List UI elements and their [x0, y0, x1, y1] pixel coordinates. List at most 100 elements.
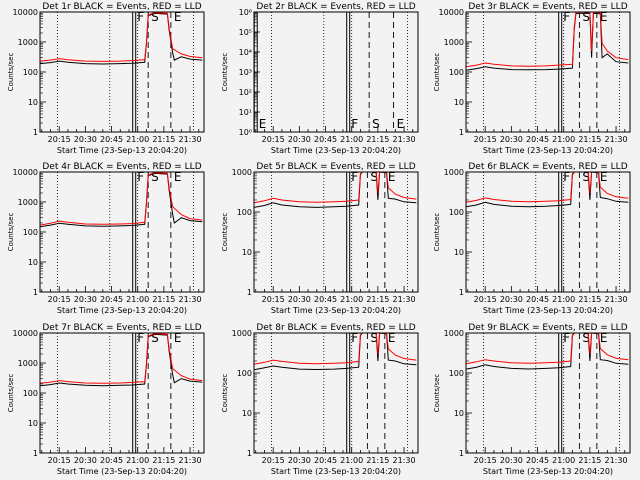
marker-label: F	[351, 331, 358, 345]
y-tick-label: 1000	[18, 38, 38, 47]
x-axis-label: Start Time (23-Sep-13 20:04:20)	[271, 146, 401, 155]
y-tick-label: 10	[454, 248, 464, 257]
y-tick-label: 10	[242, 248, 252, 257]
x-tick-label: 21:30	[605, 456, 628, 465]
x-tick-label: 21:30	[179, 456, 202, 465]
x-tick-label: 21:00	[552, 456, 575, 465]
y-axis-label: Counts/sec	[221, 213, 229, 252]
y-tick-label: 1000	[18, 198, 38, 207]
x-tick-label: 21:15	[366, 456, 389, 465]
x-axis-label: Start Time (23-Sep-13 20:04:20)	[57, 146, 187, 155]
x-tick-label: 21:00	[552, 135, 575, 144]
x-tick-label: 20:30	[500, 295, 523, 304]
y-tick-label: 10⁴	[239, 48, 252, 57]
y-tick-label: 100	[23, 228, 38, 237]
y-axis-label: Counts/sec	[433, 374, 441, 413]
x-tick-label: 21:30	[179, 135, 202, 144]
x-tick-label: 20:45	[100, 456, 123, 465]
y-axis-label: Counts/sec	[221, 53, 229, 92]
y-axis-label: Counts/sec	[7, 53, 15, 92]
x-tick-label: 21:00	[126, 295, 149, 304]
chart-panel-4: Det 4r BLACK = Events, RED = LLD Start Ti…	[7, 162, 205, 315]
x-tick-label: 21:15	[366, 295, 389, 304]
marker-label: S	[372, 117, 380, 131]
y-tick-label: 10000	[13, 8, 38, 17]
plot-frame	[39, 171, 205, 293]
x-axis-label: Start Time (23-Sep-13 20:04:20)	[483, 306, 613, 315]
x-tick-label: 21:30	[393, 456, 416, 465]
x-tick-label: 21:15	[366, 135, 389, 144]
x-tick-label: 20:30	[74, 135, 97, 144]
chart-panel-2: Det 2r BLACK = Events, RED = LLD Start Ti…	[221, 2, 419, 155]
y-tick-label: 100	[449, 369, 464, 378]
y-tick-label: 10¹	[239, 108, 252, 117]
x-tick-label: 20:30	[288, 135, 311, 144]
y-tick-label: 1	[33, 449, 38, 458]
x-tick-label: 21:15	[578, 135, 601, 144]
y-tick-label: 1	[459, 128, 464, 137]
marker-label: E	[388, 331, 396, 345]
x-axis-label: Start Time (23-Sep-13 20:04:20)	[271, 306, 401, 315]
x-axis-label: Start Time (23-Sep-13 20:04:20)	[57, 306, 187, 315]
marker-label: F	[563, 331, 570, 345]
x-tick-label: 20:45	[314, 295, 337, 304]
series-line-red	[465, 332, 629, 365]
y-axis-label: Counts/sec	[221, 374, 229, 413]
x-tick-label: 20:15	[48, 135, 71, 144]
y-tick-label: 10⁶	[239, 8, 252, 17]
x-tick-label: 20:45	[314, 135, 337, 144]
y-tick-label: 1000	[232, 329, 252, 338]
marker-label: E	[600, 331, 608, 345]
y-tick-label: 10⁵	[239, 28, 252, 37]
x-tick-label: 21:30	[393, 135, 416, 144]
y-tick-label: 10⁰	[239, 128, 252, 137]
marker-label: S	[370, 331, 378, 345]
x-tick-label: 20:45	[100, 295, 123, 304]
y-tick-label: 1000	[18, 359, 38, 368]
y-tick-label: 100	[237, 369, 252, 378]
x-tick-label: 21:15	[578, 456, 601, 465]
marker-label: E	[174, 331, 182, 345]
x-tick-label: 21:30	[393, 295, 416, 304]
chart-title: Det 8r BLACK = Events, RED = LLD	[256, 323, 415, 333]
chart-panel-1: Det 1r BLACK = Events, RED = LLD Start Ti…	[7, 2, 205, 155]
marker-label: S	[582, 331, 590, 345]
marker-label: S	[582, 10, 590, 24]
marker-label: F	[351, 117, 358, 131]
x-tick-label: 20:15	[474, 295, 497, 304]
y-tick-label: 1	[247, 449, 252, 458]
marker-label: S	[370, 170, 378, 184]
marker-label: E	[259, 117, 267, 131]
x-tick-label: 21:00	[126, 456, 149, 465]
y-tick-label: 10	[242, 409, 252, 418]
x-tick-label: 20:15	[262, 295, 285, 304]
x-tick-label: 20:30	[74, 295, 97, 304]
plot-frame	[39, 11, 205, 133]
x-tick-label: 20:15	[262, 135, 285, 144]
y-tick-label: 1	[459, 449, 464, 458]
plot-frame	[465, 11, 631, 133]
y-tick-label: 100	[449, 208, 464, 217]
y-tick-label: 100	[237, 208, 252, 217]
x-tick-label: 21:00	[340, 135, 363, 144]
plot-frame	[253, 11, 419, 133]
series-line-red	[39, 172, 203, 226]
y-axis-label: Counts/sec	[7, 213, 15, 252]
series-line-red	[39, 12, 203, 62]
series-line-red	[465, 171, 629, 203]
x-tick-label: 21:00	[552, 295, 575, 304]
marker-label: S	[582, 170, 590, 184]
y-tick-label: 1	[459, 288, 464, 297]
plot-frame	[39, 332, 205, 454]
x-tick-label: 21:30	[179, 295, 202, 304]
x-tick-label: 21:15	[578, 295, 601, 304]
x-tick-label: 20:30	[288, 295, 311, 304]
x-tick-label: 20:15	[48, 456, 71, 465]
y-tick-label: 10000	[13, 329, 38, 338]
x-axis-label: Start Time (23-Sep-13 20:04:20)	[271, 467, 401, 476]
y-tick-label: 1000	[444, 329, 464, 338]
marker-label: F	[137, 10, 144, 24]
marker-label: S	[151, 331, 159, 345]
chart-panel-8: Det 8r BLACK = Events, RED = LLD Start Ti…	[221, 323, 419, 476]
